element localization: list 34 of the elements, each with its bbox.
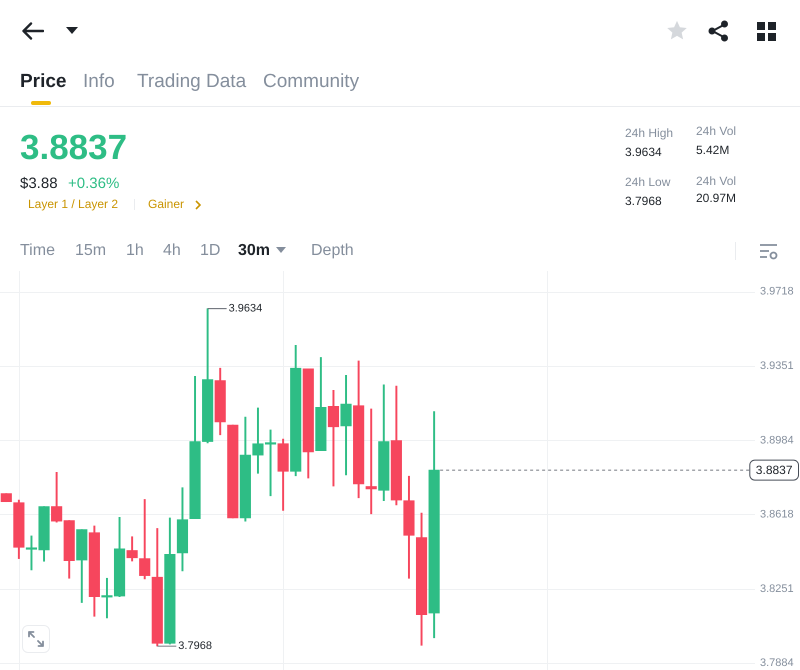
ref-line-label: 3.8837 [756,462,793,477]
text: 4h [163,242,181,259]
text: Time [20,242,55,259]
text: Price [20,70,66,92]
text: 3.8837 [20,128,128,166]
text: 1D [200,242,220,259]
text: 24h Vol [696,124,736,138]
text: 1h [126,242,144,259]
text: 24h Low [625,175,670,189]
text: Community [263,70,360,92]
text: +0.36% [68,174,120,192]
text: 5.42M [696,143,730,157]
text: 24h Vol [696,174,736,188]
candlestick [366,408,377,514]
annotation: 3.9634 [228,302,262,315]
text: Layer 1 / Layer 2 [28,197,118,211]
text: Info [83,70,115,92]
text: 30m [238,242,270,259]
text: 3.7968 [625,194,662,208]
text: 24h High [625,126,674,140]
text: Depth [311,242,354,259]
y-tick-label: 3.9351 [760,360,794,372]
y-tick-label: 3.7884 [760,657,794,670]
text: $3.88 [20,174,58,192]
text: Gainer [148,197,184,211]
y-tick-label: 3.9718 [760,286,794,298]
text: Trading Data [137,70,246,92]
text: 15m [75,242,106,259]
y-tick-label: 3.8984 [760,434,794,446]
annotation: 3.7968 [178,640,212,652]
text: 3.9634 [625,145,662,159]
text: 20.97M [696,191,736,205]
y-tick-label: 3.8618 [760,508,794,520]
y-tick-label: 3.8251 [760,582,794,595]
